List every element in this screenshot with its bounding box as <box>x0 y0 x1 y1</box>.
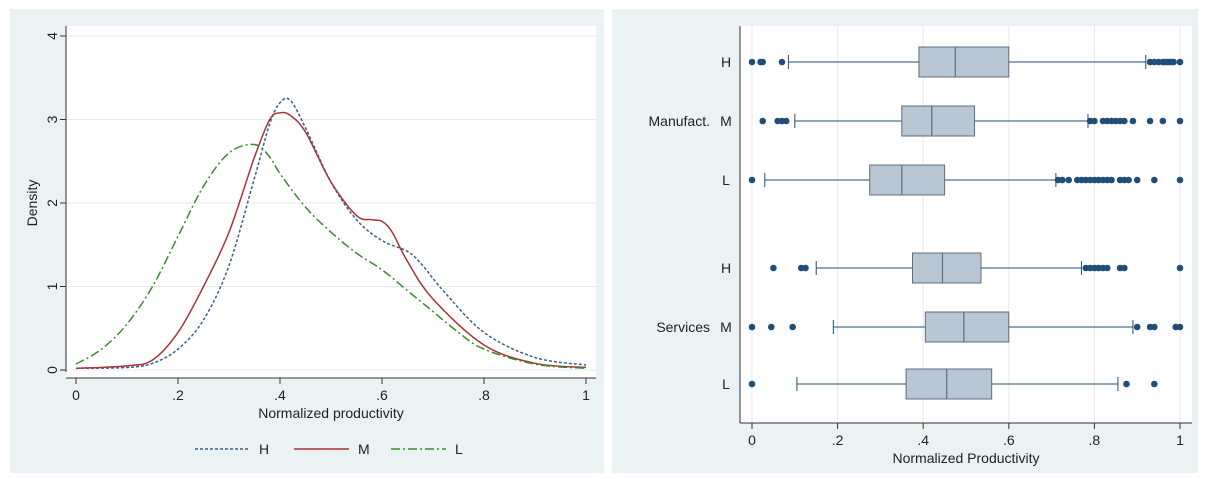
group-label: Services <box>656 319 710 335</box>
density-series-L <box>75 143 587 370</box>
box-category-label: L <box>722 376 730 392</box>
outlier-point <box>1121 264 1128 272</box>
outlier-point <box>778 58 786 66</box>
outlier-point <box>1133 176 1141 184</box>
boxplot-x-tick-label: 1 <box>1176 432 1184 448</box>
outlier-point <box>1170 58 1177 66</box>
box-Manufact.-H <box>748 46 1184 78</box>
outlier-point <box>1176 323 1184 331</box>
outlier-point <box>782 117 790 125</box>
outlier-point <box>1151 176 1158 184</box>
density-x-tick-label: .4 <box>274 387 286 403</box>
outlier-point <box>748 176 756 184</box>
box-category-label: H <box>721 54 731 70</box>
outlier-point <box>1123 380 1130 388</box>
boxplot-x-tick-label: .4 <box>917 432 929 448</box>
outlier-point <box>1151 323 1158 331</box>
outlier-point <box>1065 176 1073 184</box>
density-x-axis-label: Normalized productivity <box>258 405 404 421</box>
outlier-point <box>770 264 777 272</box>
density-x-tick-label: 1 <box>582 387 590 403</box>
outlier-point <box>767 323 775 331</box>
density-series-H <box>75 97 587 370</box>
outlier-point <box>759 58 766 66</box>
boxplot-x-axis-label: Normalized Productivity <box>892 450 1039 466</box>
box-category-label: H <box>721 260 731 276</box>
density-series-M <box>75 111 587 370</box>
box-Services-L <box>748 368 1158 400</box>
density-y-tick-label: 3 <box>44 115 60 123</box>
box-iqr <box>901 105 976 137</box>
density-y-tick-label: 4 <box>44 32 60 40</box>
outlier-point <box>1176 58 1184 66</box>
outlier-point <box>1108 176 1115 184</box>
box-Services-M <box>748 311 1184 343</box>
boxplot-x-tick-label: 0 <box>748 432 756 448</box>
density-y-axis-label: Density <box>24 180 40 227</box>
outlier-point <box>1176 264 1184 272</box>
outlier-point <box>1146 117 1154 125</box>
box-iqr <box>918 46 1010 78</box>
outlier-point <box>1121 117 1128 125</box>
box-iqr <box>924 311 1010 343</box>
outlier-point <box>748 58 756 66</box>
outlier-point <box>1176 117 1184 125</box>
density-x-tick-label: .8 <box>478 387 490 403</box>
boxplot-plot-area <box>740 26 1192 423</box>
boxplot-chart: Manufact. H M L Services H M L 0 .2 .4 .6 .8 1 Norma… <box>612 9 1198 473</box>
boxplot-x-tick-label: .2 <box>832 432 844 448</box>
legend-label-H: H <box>259 441 269 457</box>
density-x-tick-label: .6 <box>376 387 388 403</box>
outlier-point <box>1129 117 1137 125</box>
box-iqr <box>912 252 982 284</box>
outlier-point <box>1103 264 1111 272</box>
outlier-point <box>1176 176 1184 184</box>
box-Services-H <box>770 252 1184 284</box>
density-y-tick-label: 0 <box>44 366 60 374</box>
outlier-point <box>1159 117 1167 125</box>
box-category-label: M <box>720 113 732 129</box>
outlier-point <box>748 323 756 331</box>
density-y-tick-label: 2 <box>44 199 60 207</box>
density-x-tick-label: 0 <box>72 387 80 403</box>
group-label: Manufact. <box>649 113 710 129</box>
boxplot-x-tick-label: .6 <box>1003 432 1015 448</box>
box-iqr <box>905 368 993 400</box>
density-chart: 0 1 2 3 4 0 .2 .4 .6 .8 1 Density Normalized prod… <box>10 9 604 473</box>
legend-label-L: L <box>455 441 463 457</box>
outlier-point <box>1125 176 1132 184</box>
box-category-label: L <box>722 172 730 188</box>
outlier-point <box>759 117 766 125</box>
boxplot-x-tick-label: .8 <box>1089 432 1101 448</box>
outlier-point <box>1151 380 1158 388</box>
density-y-tick-label: 1 <box>44 282 60 290</box>
outlier-point <box>748 380 756 388</box>
density-plot-area <box>66 26 596 378</box>
box-Manufact.-L <box>748 164 1184 196</box>
outlier-point <box>802 264 809 272</box>
legend-label-M: M <box>358 441 370 457</box>
density-x-tick-label: .2 <box>172 387 184 403</box>
outlier-point <box>1133 323 1141 331</box>
box-Manufact.-M <box>759 105 1184 137</box>
outlier-point <box>1091 117 1098 125</box>
box-category-label: M <box>720 319 732 335</box>
outlier-point <box>789 323 796 331</box>
outlier-point <box>1059 176 1066 184</box>
box-iqr <box>869 164 946 196</box>
